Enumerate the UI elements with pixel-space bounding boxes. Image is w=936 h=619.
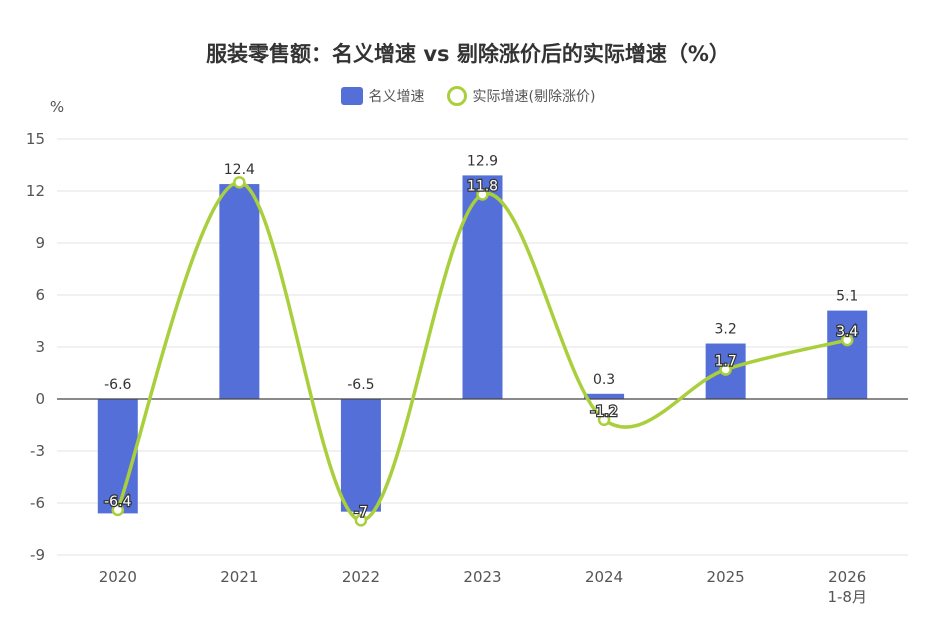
real-growth-line [116,180,848,523]
x-tick-label: 2020 [99,568,137,586]
line-point [354,514,368,527]
line-point [233,176,246,189]
legend-item-real[interactable]: 实际增速(剔除涨价) [446,86,596,106]
y-tick-label: 6 [35,286,45,304]
y-tick-label: 3 [35,338,45,356]
line-value-label: -6.4 [104,494,131,510]
x-tick-label: 2023 [463,568,501,586]
bar [584,393,625,399]
bar-value-label: 0.3 [593,372,615,388]
legend-line-swatch [446,86,467,106]
line-value-label: -7 [354,504,368,520]
bar-value-label: -6.6 [104,377,131,393]
bar-value-label: 12.9 [467,153,498,169]
legend-label-real: 实际增速(剔除涨价) [472,89,596,105]
bar-value-label: -6.5 [347,377,374,393]
line-value-label: 3.4 [836,324,858,340]
legend-item-nominal[interactable]: 名义增速 [340,86,425,106]
x-tick-label: 2022 [342,568,380,586]
bar [219,184,260,399]
line-point [597,413,611,427]
bar-value-label: 3.2 [715,322,737,338]
bar [97,399,138,514]
bar [827,310,868,399]
line-value-label: 1.7 [715,354,737,370]
y-tick-label: 0 [35,390,45,408]
line-point [840,333,854,347]
line-point [111,503,125,517]
y-tick-label: -9 [30,546,45,564]
line-value-label: 11.8 [467,178,498,194]
x-tick-label: 2021 [220,568,258,586]
legend-bar-swatch [340,87,363,105]
legend-label-nominal: 名义增速 [368,89,425,105]
line-point [476,188,489,201]
line-value-label: -1.2 [590,404,617,420]
y-tick-label: 15 [26,130,45,148]
y-tick-label: -3 [30,442,45,460]
y-tick-label: 12 [26,182,45,200]
x-tick-label: 2025 [707,568,745,586]
bar [340,399,381,512]
y-tick-label: -6 [30,494,45,512]
line-point [719,363,732,376]
legend: 名义增速 实际增速(剔除涨价) [0,86,936,106]
chart-title: 服装零售额：名义增速 vs 剔除涨价后的实际增速（%） [206,42,730,66]
bar-value-label: 5.1 [836,289,858,305]
bar-value-label: 12.4 [224,162,255,178]
x-tick-label: 1-8月 [827,588,867,606]
x-tick-label: 2026 [828,568,866,586]
y-tick-label: 9 [35,234,45,252]
x-tick-label: 2024 [585,568,623,586]
y-axis-unit: % [50,98,64,116]
